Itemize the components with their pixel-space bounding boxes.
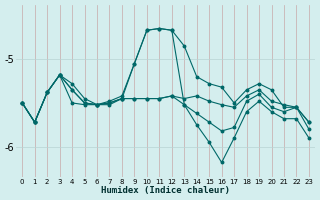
X-axis label: Humidex (Indice chaleur): Humidex (Indice chaleur) <box>101 186 230 195</box>
